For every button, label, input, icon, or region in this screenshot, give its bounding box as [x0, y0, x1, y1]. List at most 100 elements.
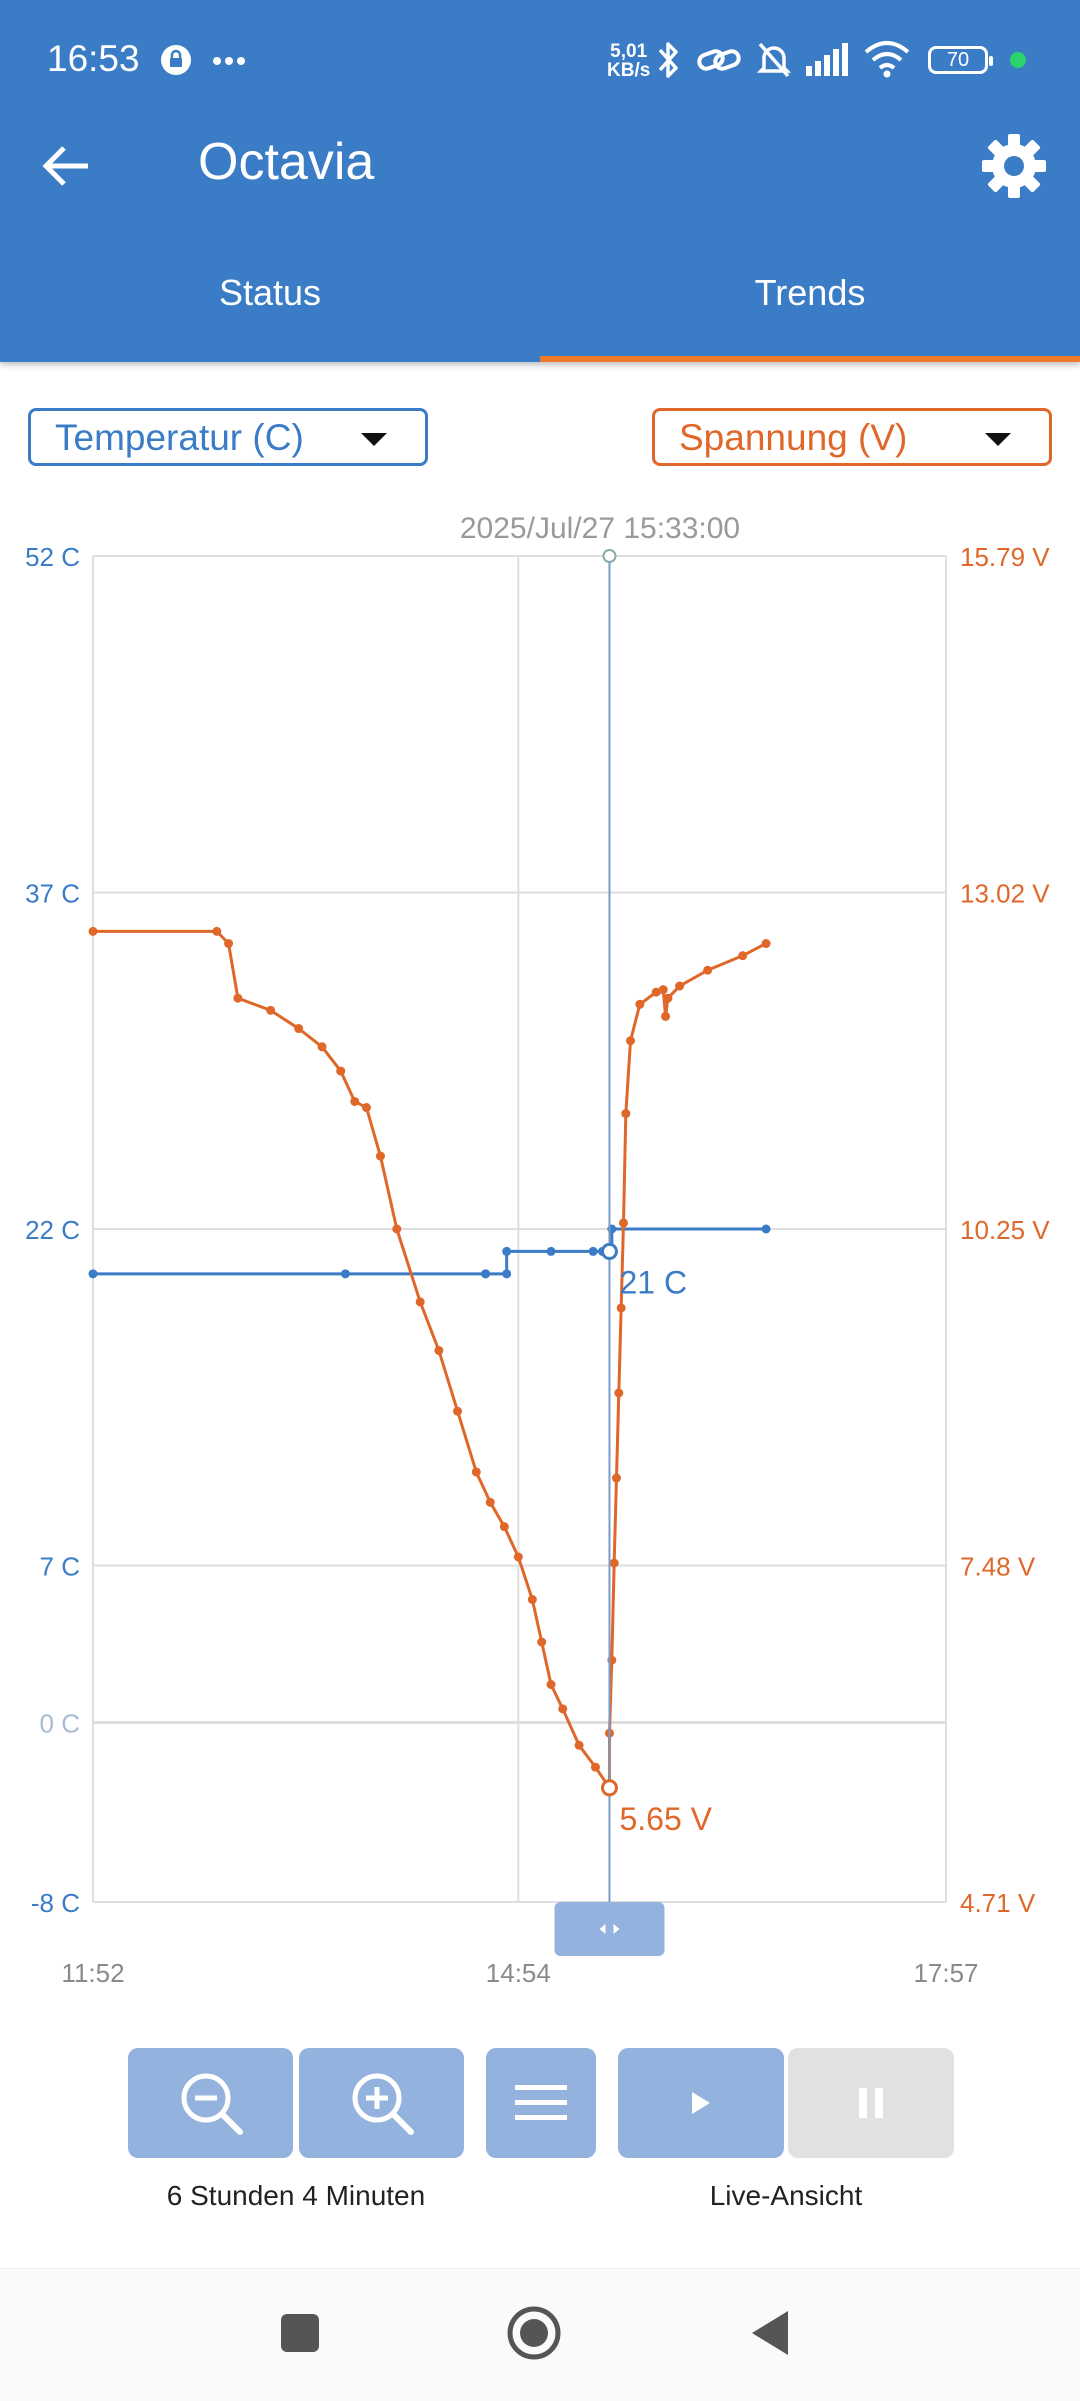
cursor-temp-marker — [600, 1242, 618, 1260]
left-axis-tick-label: -8 C — [31, 1888, 80, 1918]
status-time: 16:53 — [47, 38, 140, 79]
back-icon[interactable] — [750, 2309, 790, 2357]
cursor-volt-marker — [600, 1779, 618, 1797]
voltage-data-point — [336, 1066, 346, 1076]
net-speed: 5,01 KB/s — [607, 42, 650, 80]
app-bar: 16:53 5,01 KB/s — [0, 0, 1080, 362]
left-axis-tick-label: 52 C — [25, 542, 80, 572]
temperature-data-point — [588, 1246, 598, 1256]
left-axis-tick-label: 22 C — [25, 1215, 80, 1245]
voltage-data-point — [616, 1303, 626, 1313]
voltage-data-point — [513, 1552, 523, 1562]
x-axis-tick-label: 17:57 — [913, 1958, 978, 1988]
voltage-data-point — [626, 1036, 636, 1046]
temperature-data-point — [481, 1269, 491, 1279]
voltage-data-point — [590, 1762, 600, 1772]
menu-icon — [515, 2085, 567, 2120]
voltage-data-point — [635, 999, 645, 1009]
net-speed-value: 5,01 — [610, 41, 648, 62]
cursor-volt-label: 5.65 V — [619, 1801, 712, 1837]
wifi-icon — [864, 41, 910, 78]
voltage-data-point — [212, 926, 222, 936]
trend-chart[interactable]: 2025/Jul/27 15:33:00 52 C 37 C 22 C 7 C 0 C -8… — [0, 500, 1080, 2000]
tab-trends[interactable]: Trends — [754, 272, 866, 313]
arrow-back-icon[interactable] — [38, 136, 98, 196]
voltage-data-point — [415, 1297, 425, 1307]
lock-icon — [161, 45, 191, 75]
home-icon[interactable] — [506, 2305, 562, 2361]
chart-header-timestamp: 2025/Jul/27 15:33:00 — [460, 512, 740, 545]
battery-icon: 70 — [928, 46, 993, 74]
voltage-data-point — [658, 985, 668, 995]
right-axis-tick-label: 4.71 V — [960, 1888, 1036, 1918]
net-speed-unit: KB/s — [607, 60, 651, 81]
voltage-data-point — [738, 951, 748, 961]
pause-button[interactable] — [788, 2048, 954, 2158]
zoom-out-icon — [181, 2073, 243, 2135]
right-axis-tick-label: 13.02 V — [960, 879, 1050, 909]
privacy-dot — [1010, 52, 1026, 68]
voltage-data-point — [233, 993, 243, 1003]
temperature-data-point — [546, 1246, 556, 1256]
cursor-top-marker — [602, 549, 617, 563]
x-axis-tick-label: 14:54 — [486, 1958, 551, 1988]
tab-status[interactable]: Status — [218, 272, 322, 313]
voltage-data-point — [266, 1005, 276, 1015]
voltage-data-point — [350, 1096, 360, 1106]
system-nav-bar — [0, 2268, 1080, 2401]
recents-icon[interactable] — [280, 2313, 320, 2353]
mute-icon — [756, 42, 792, 78]
bluetooth-icon — [658, 42, 678, 78]
temperature-data-point — [502, 1269, 512, 1279]
signal-icon — [806, 43, 848, 76]
voltage-data-point — [558, 1704, 568, 1714]
link-icon — [697, 49, 741, 71]
voltage-data-point — [294, 1024, 304, 1034]
cursor-drag-handle[interactable] — [554, 1902, 665, 1956]
play-button[interactable] — [618, 2048, 784, 2158]
voltage-data-point — [614, 1388, 624, 1398]
tab-indicator — [540, 356, 1080, 362]
voltage-data-point — [471, 1467, 481, 1477]
play-icon — [692, 2092, 710, 2114]
temperature-select-label: Temperatur (C) — [55, 417, 304, 458]
voltage-data-point — [546, 1680, 556, 1690]
temperature-data-point — [761, 1224, 771, 1234]
voltage-data-point — [499, 1522, 509, 1532]
right-axis-tick-label: 15.79 V — [960, 542, 1050, 572]
voltage-data-point — [675, 981, 685, 991]
voltage-data-point — [434, 1345, 444, 1355]
voltage-data-point — [527, 1595, 537, 1605]
left-axis-tick-label: 37 C — [25, 879, 80, 909]
live-caption: Live-Ansicht — [709, 2180, 863, 2211]
voltage-data-point — [537, 1637, 547, 1647]
left-axis-tick-label: 0 C — [40, 1709, 80, 1739]
zoom-out-button[interactable] — [128, 2048, 293, 2158]
voltage-data-point — [361, 1103, 371, 1113]
voltage-data-point — [453, 1406, 463, 1416]
voltage-data-point — [574, 1740, 584, 1750]
voltage-data-point — [761, 939, 771, 949]
status-bar: 16:53 5,01 KB/s — [0, 0, 1080, 120]
menu-button[interactable] — [486, 2048, 596, 2158]
right-axis-tick-label: 10.25 V — [960, 1215, 1050, 1245]
voltage-data-point — [663, 993, 673, 1003]
voltage-data-point — [375, 1151, 385, 1161]
voltage-data-point — [392, 1224, 402, 1234]
handle-left-arrow-icon — [599, 1924, 606, 1934]
voltage-data-point — [618, 1218, 628, 1228]
more-icon — [213, 57, 245, 65]
voltage-data-point — [661, 1011, 671, 1021]
voltage-data-point — [703, 965, 713, 975]
voltage-data-point — [485, 1497, 495, 1507]
voltage-data-point — [609, 1558, 619, 1568]
gear-icon[interactable] — [980, 132, 1048, 200]
temperature-select[interactable]: Temperatur (C) — [28, 408, 428, 466]
dropdown-arrow-icon — [985, 433, 1011, 446]
zoom-in-button[interactable] — [299, 2048, 464, 2158]
temperature-data-point — [340, 1269, 350, 1279]
voltage-select[interactable]: Spannung (V) — [652, 408, 1052, 466]
dropdown-arrow-icon — [361, 433, 387, 446]
handle-right-arrow-icon — [613, 1924, 620, 1934]
left-axis-tick-label: 7 C — [40, 1552, 80, 1582]
